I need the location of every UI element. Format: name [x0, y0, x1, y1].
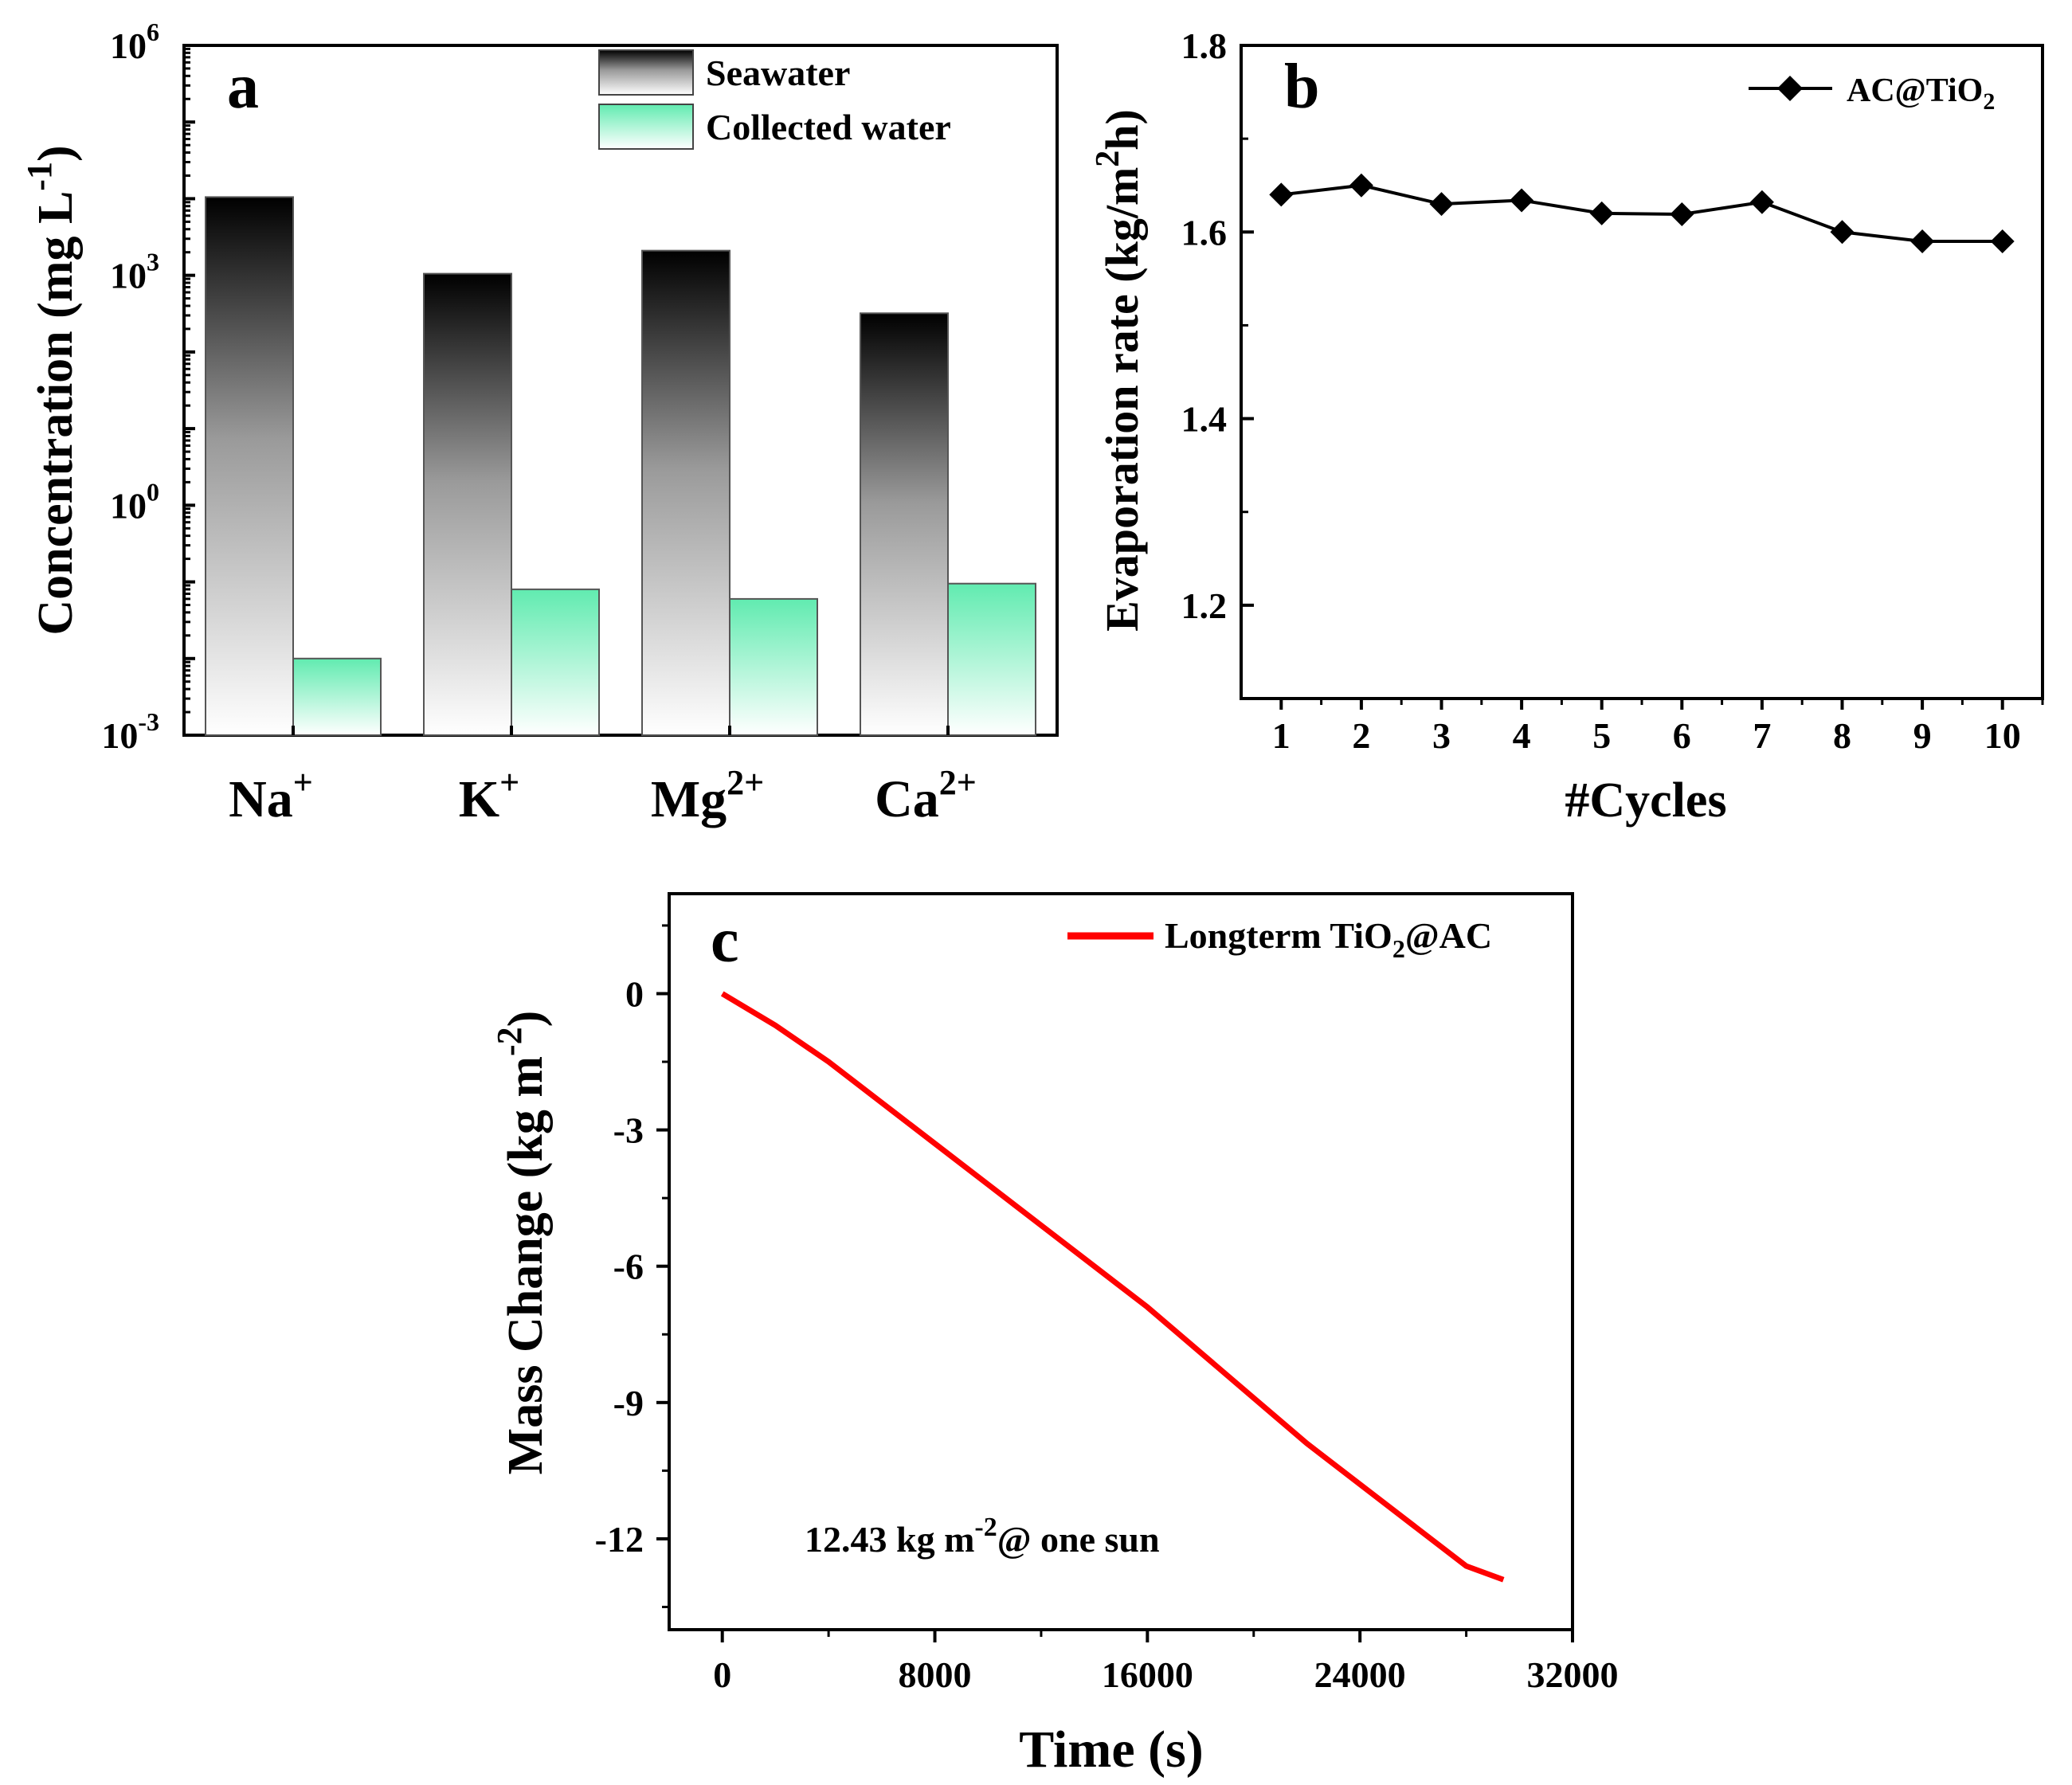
- data-point-cycle-2: [1349, 173, 1373, 198]
- bar-seawater-mg: [641, 249, 730, 737]
- panel-c-y-ticks: 0 -3 -6 -9 -12: [595, 924, 669, 1608]
- bar-collected-water-k: [511, 588, 600, 736]
- data-point-cycle-5: [1589, 201, 1614, 225]
- y-tick-label: 1.2: [1181, 585, 1228, 626]
- y-tick-label: 106: [110, 18, 159, 66]
- legend-swatch-seawater: [598, 49, 694, 96]
- x-tick-label-mg: Mg2+: [651, 763, 764, 828]
- x-tick-label: 24000: [1314, 1654, 1406, 1695]
- panel-c-x-ticks: 0 8000 16000 24000 32000: [713, 1630, 1619, 1695]
- x-tick-label: 0: [713, 1654, 731, 1695]
- panel-a-letter: a: [227, 52, 259, 122]
- panel-c-annotation: 12.43 kg m-2@ one sun: [805, 1513, 1160, 1560]
- legend-label-seawater: Seawater: [706, 53, 850, 93]
- y-tick-label: 1.8: [1181, 25, 1228, 66]
- legend-swatch-collected-water: [598, 104, 694, 150]
- panel-a-bars: [205, 196, 1036, 737]
- data-point-cycle-1: [1269, 182, 1294, 207]
- data-point-cycle-4: [1510, 188, 1534, 213]
- panel-b-xlabel: #Cycles: [1565, 773, 1726, 828]
- data-point-cycle-3: [1429, 192, 1454, 217]
- panel-c-axes-frame: [668, 892, 1574, 1631]
- y-tick-label: -9: [613, 1383, 644, 1423]
- panel-c-series: [720, 991, 1505, 1583]
- x-tick-label: 8: [1833, 715, 1851, 756]
- panel-a: 10-3 100 103 106 Na+ K+ Mg2+ Ca2+ a Concentrat…: [20, 18, 1059, 828]
- x-tick-label-k: K+: [459, 763, 519, 828]
- x-tick-label: 2: [1352, 715, 1370, 756]
- panel-b-letter: b: [1284, 52, 1320, 122]
- panel-c-ylabel: Mass Change (kg m-2): [490, 1011, 553, 1475]
- legend-label-collected-water: Collected water: [706, 107, 951, 147]
- data-point-cycle-6: [1670, 202, 1694, 227]
- y-tick-label: 1.4: [1181, 399, 1228, 440]
- bar-seawater-k: [423, 272, 512, 736]
- x-tick-label: 9: [1913, 715, 1932, 756]
- x-tick-label: 10: [1984, 715, 2021, 756]
- panel-b-series: [1269, 173, 2015, 253]
- x-tick-label: 7: [1753, 715, 1771, 756]
- panel-a-legend: Seawater Collected water: [598, 49, 951, 150]
- legend-label-ac-tio2: AC@TiO2: [1847, 72, 1995, 115]
- y-tick-label: 103: [110, 248, 159, 296]
- x-tick-label: 3: [1432, 715, 1451, 756]
- bar-collected-water-na: [292, 657, 382, 736]
- x-tick-label: 32000: [1527, 1654, 1619, 1695]
- panel-a-ylabel: Concentration (mg L-1): [20, 145, 83, 635]
- panel-a-y-ticks: 10-3 100 103 106: [101, 18, 195, 756]
- y-tick-label: 0: [625, 973, 644, 1014]
- y-tick-label: 1.6: [1181, 212, 1228, 252]
- x-tick-label: 4: [1513, 715, 1531, 756]
- x-tick-label: 6: [1673, 715, 1691, 756]
- x-tick-label-na: Na+: [229, 763, 313, 828]
- panel-c-letter: c: [711, 906, 739, 976]
- panel-c-legend: Longterm TiO2@AC: [1067, 915, 1492, 963]
- y-tick-label: 10-3: [101, 707, 159, 756]
- panel-a-axes-frame: [182, 44, 1059, 737]
- legend-marker-ac-tio2: [1777, 76, 1803, 101]
- panel-c-xlabel: Time (s): [1019, 1720, 1204, 1779]
- y-tick-label: -6: [613, 1247, 644, 1287]
- series-line-ac-tio2: [1281, 183, 2003, 243]
- data-point-cycle-9: [1910, 229, 1935, 253]
- x-tick-label-ca: Ca2+: [875, 763, 977, 828]
- panel-c: 0 -3 -6 -9 -12 0 8000 16000 24000 32000 c Mass C…: [490, 892, 1619, 1779]
- data-point-cycle-7: [1749, 190, 1774, 214]
- x-tick-label: 8000: [899, 1654, 972, 1695]
- bar-seawater-na: [205, 196, 294, 736]
- panel-b-legend: AC@TiO2: [1749, 72, 1995, 115]
- x-tick-label: 1: [1272, 715, 1291, 756]
- data-point-cycle-8: [1830, 220, 1855, 245]
- x-tick-label: 5: [1592, 715, 1611, 756]
- bar-collected-water-ca: [947, 582, 1036, 736]
- legend-label-longterm: Longterm TiO2@AC: [1165, 915, 1492, 963]
- bar-collected-water-mg: [729, 597, 818, 737]
- y-tick-label: 100: [110, 477, 159, 526]
- bar-seawater-ca: [860, 312, 949, 736]
- panel-b-y-ticks: 1.2 1.4 1.6 1.8: [1181, 25, 1254, 700]
- panel-b-axes-frame: [1240, 44, 2044, 700]
- panel-b-ylabel: Evaporation rate (kg/m2h): [1090, 109, 1148, 632]
- series-line-longterm-tio2-ac: [720, 991, 1505, 1583]
- y-tick-label: -12: [595, 1519, 644, 1560]
- panel-a-x-ticks: Na+ K+ Mg2+ Ca2+: [229, 726, 977, 828]
- data-point-cycle-10: [1990, 229, 2015, 253]
- x-tick-label: 16000: [1102, 1654, 1193, 1695]
- panel-b: 1.2 1.4 1.6 1.8 1 2 3 4 5 6 7 8 9 10 b Evaporation r…: [1090, 25, 2044, 828]
- panel-b-x-ticks: 1 2 3 4 5 6 7 8 9 10: [1272, 699, 2044, 756]
- y-tick-label: -3: [613, 1110, 644, 1151]
